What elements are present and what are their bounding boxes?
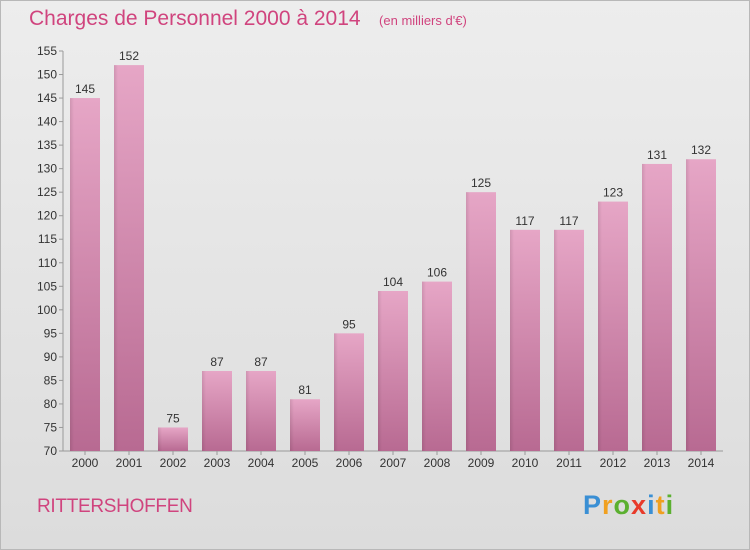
x-tick-label: 2003 <box>204 456 231 470</box>
data-label: 95 <box>342 317 356 331</box>
x-tick-label: 2000 <box>72 456 99 470</box>
bar-shade <box>114 65 118 451</box>
x-tick-label: 2013 <box>644 456 671 470</box>
data-label: 104 <box>383 275 403 289</box>
chart-title: Charges de Personnel 2000 à 2014 <box>29 7 361 30</box>
brand-letter: P <box>583 490 603 520</box>
y-tick-label: 85 <box>44 373 58 387</box>
bar <box>466 192 496 452</box>
chart-labels: 145 2000 152 2001 75 2002 87 2003 87 2004 81 2005 95… <box>72 49 715 470</box>
y-tick-label: 100 <box>37 303 57 317</box>
brand-letter: i <box>647 490 656 520</box>
y-tick-label: 115 <box>38 232 57 246</box>
brand-letter: t <box>655 490 666 520</box>
x-tick-label: 2004 <box>248 456 275 470</box>
bar <box>378 291 408 451</box>
bar-shade <box>642 163 646 452</box>
data-label: 125 <box>471 176 491 190</box>
y-tick-label: 120 <box>37 209 57 223</box>
bar <box>334 333 364 451</box>
x-tick-label: 2006 <box>336 456 363 470</box>
chart-unit: (en milliers d'€) <box>379 13 467 28</box>
y-tick-label: 80 <box>44 397 58 411</box>
data-label: 123 <box>603 186 623 200</box>
bar-shade <box>70 98 74 451</box>
bar <box>510 229 540 451</box>
y-tick-label: 95 <box>44 326 58 340</box>
x-tick-label: 2012 <box>600 456 627 470</box>
data-label: 75 <box>166 411 180 425</box>
y-tick-label: 155 <box>37 44 57 58</box>
bar-shade <box>510 229 514 451</box>
bar <box>686 159 716 451</box>
data-label: 117 <box>515 214 534 228</box>
bar <box>554 229 584 451</box>
data-label: 145 <box>75 82 95 96</box>
brand-letter: r <box>602 490 614 520</box>
bar <box>158 427 188 451</box>
y-tick-label: 105 <box>37 279 57 293</box>
y-tick-label: 130 <box>37 162 57 176</box>
bar <box>422 281 452 451</box>
data-label: 87 <box>254 355 268 369</box>
y-tick-label: 90 <box>44 350 58 364</box>
bar-shade <box>686 159 690 451</box>
y-tick-label: 110 <box>38 256 57 270</box>
bar <box>202 371 232 451</box>
x-tick-label: 2014 <box>688 456 715 470</box>
bar <box>290 399 320 451</box>
y-tick-label: 140 <box>37 115 57 129</box>
data-label: 117 <box>559 214 578 228</box>
x-tick-label: 2005 <box>292 456 319 470</box>
bar-shade <box>246 371 250 451</box>
x-tick-label: 2008 <box>424 456 451 470</box>
bar-shade <box>598 201 602 451</box>
y-tick-label: 75 <box>44 420 58 434</box>
y-tick-label: 135 <box>37 138 57 152</box>
bar-shade <box>422 281 426 451</box>
data-label: 152 <box>119 49 139 63</box>
bar-shade <box>290 399 294 451</box>
y-tick-label: 125 <box>37 185 57 199</box>
bar-shade <box>466 192 470 452</box>
y-tick-label: 145 <box>37 91 57 105</box>
x-tick-label: 2010 <box>512 456 539 470</box>
title-block: Charges de Personnel 2000 à 2014 (en mil… <box>29 7 467 31</box>
bar-shade <box>334 333 338 451</box>
data-label: 131 <box>647 148 667 162</box>
bar-shade <box>554 229 558 451</box>
bar-shade <box>158 427 162 451</box>
data-label: 87 <box>210 355 224 369</box>
bar <box>114 65 144 451</box>
chart-bars <box>70 65 716 452</box>
data-label: 106 <box>427 266 447 280</box>
brand-letter: i <box>665 490 675 520</box>
x-tick-label: 2009 <box>468 456 495 470</box>
x-tick-label: 2001 <box>116 456 143 470</box>
bar <box>246 371 276 451</box>
x-tick-label: 2007 <box>380 456 407 470</box>
x-tick-label: 2011 <box>556 456 582 470</box>
bar <box>642 163 672 452</box>
bar <box>70 98 100 451</box>
x-tick-label: 2002 <box>160 456 187 470</box>
y-tick-label: 150 <box>37 68 57 82</box>
brand-letter: o <box>613 490 632 520</box>
bar <box>598 201 628 451</box>
brand-logo: Proxiti <box>583 490 674 521</box>
brand-letter: x <box>631 490 648 520</box>
y-tick-label: 70 <box>44 444 58 458</box>
bar-shade <box>202 371 206 451</box>
bar-shade <box>378 291 382 451</box>
data-label: 132 <box>691 143 711 157</box>
place-name: RITTERSHOFFEN <box>37 496 193 517</box>
data-label: 81 <box>298 383 312 397</box>
